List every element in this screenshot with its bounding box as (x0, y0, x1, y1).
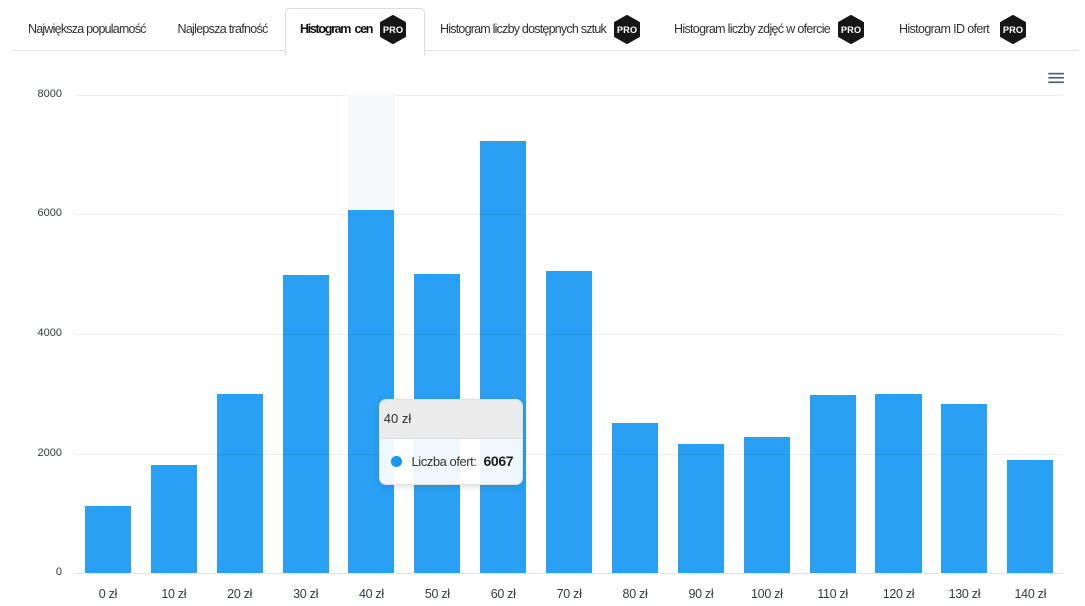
svg-text:PRO: PRO (841, 25, 861, 35)
svg-text:PRO: PRO (617, 25, 637, 35)
svg-text:PRO: PRO (382, 25, 402, 35)
svg-text:PRO: PRO (1003, 25, 1023, 35)
